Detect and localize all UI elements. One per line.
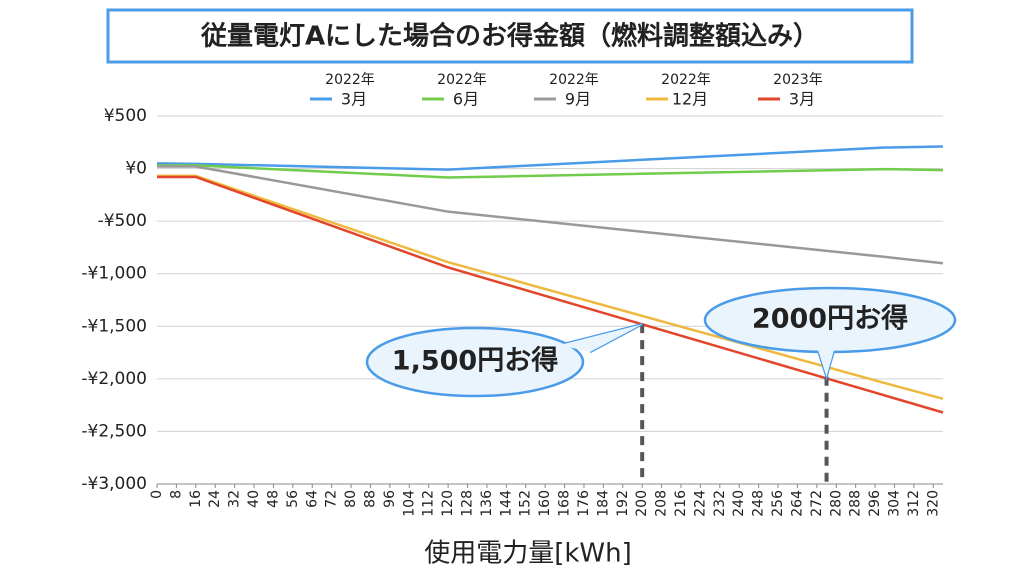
callout-label: 1,500円お得 [392,346,558,377]
x-tick-label: 32 [227,490,243,508]
y-tick-label: ¥0 [125,159,147,179]
legend-label: 9月 [565,90,591,109]
legend-year: 2022年 [437,72,487,88]
x-tick-label: 176 [576,490,592,517]
x-tick-label: 96 [382,490,398,508]
x-tick-label: 136 [479,490,495,517]
y-tick-label: ¥500 [104,106,147,126]
title-box [106,8,914,64]
legend-year: 2022年 [549,72,599,88]
callout-bubble [365,326,585,398]
x-tick-label: 304 [886,490,902,517]
y-tick-label: -¥500 [98,211,147,231]
x-tick-label: 200 [634,490,650,517]
callout-bubble [818,350,834,377]
legend-label: 12月 [672,90,708,109]
series-line [157,175,944,414]
x-tick-label: 256 [770,490,786,517]
x-tick-label: 128 [460,490,476,517]
x-tick-label: 216 [673,490,689,517]
legend-year: 2023年 [773,72,823,88]
x-tick-label: 208 [654,490,670,517]
y-tick-label: -¥1,500 [81,316,147,336]
callout-label: 2000円お得 [752,304,908,335]
x-tick-label: 312 [906,490,922,517]
x-tick-label: 0 [149,490,165,499]
x-tick-label: 40 [246,490,262,508]
x-tick-label: 24 [207,490,223,508]
x-tick-label: 120 [440,490,456,517]
x-tick-label: 16 [188,490,204,508]
x-tick-label: 248 [751,490,767,517]
x-tick-label: 104 [401,490,417,517]
series-line [156,145,944,171]
y-tick-label: -¥2,000 [81,369,147,389]
x-tick-label: 240 [731,490,747,517]
x-tick-label: 80 [343,490,359,508]
legend-label: 6月 [453,90,479,109]
x-tick-label: 160 [537,490,553,517]
y-tick-label: -¥1,000 [81,264,147,284]
x-tick-label: 296 [867,490,883,517]
x-axis-label: 使用電力量[kWh] [424,539,632,569]
x-tick-label: 64 [304,490,320,508]
x-tick-label: 272 [809,490,825,517]
legend-year: 2022年 [661,72,711,88]
x-tick-label: 288 [848,490,864,517]
x-tick-label: 232 [712,490,728,517]
x-tick-label: 264 [789,490,805,517]
x-tick-label: 224 [692,490,708,517]
y-tick-label: -¥2,500 [81,421,147,441]
x-tick-label: 8 [168,490,184,499]
series-line [157,165,944,265]
x-tick-label: 112 [421,490,437,517]
x-tick-label: 152 [518,490,534,517]
x-tick-label: 88 [362,490,378,508]
x-tick-label: 144 [498,490,514,517]
x-tick-label: 72 [324,490,340,508]
y-tick-label: -¥3,000 [81,474,147,494]
x-tick-label: 320 [925,490,941,517]
legend-label: 3月 [341,90,367,109]
chart-title: 従量電灯Aにした場合のお得金額（燃料調整額込み） [200,21,819,52]
x-tick-label: 192 [615,490,631,517]
x-tick-label: 168 [557,490,573,517]
x-tick-label: 184 [595,490,611,517]
legend-label: 3月 [789,90,815,109]
legend-year: 2022年 [325,72,375,88]
x-tick-label: 48 [265,490,281,508]
x-tick-label: 56 [285,490,301,508]
x-tick-label: 280 [828,490,844,517]
callout-bubble [560,324,643,352]
series-line [157,164,944,179]
